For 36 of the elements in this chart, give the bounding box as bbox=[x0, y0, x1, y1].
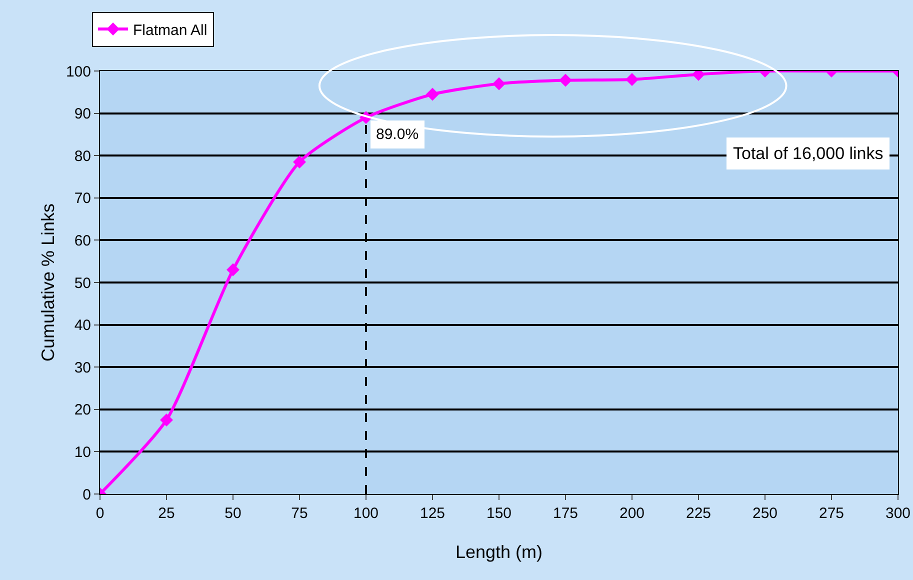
y-tick-label: 80 bbox=[74, 148, 91, 165]
point bbox=[226, 263, 240, 276]
x-tick-label: 300 bbox=[885, 505, 911, 522]
x-tick-label: 250 bbox=[752, 505, 778, 522]
point bbox=[559, 74, 572, 87]
annotation: Total of 16,000 links bbox=[733, 144, 884, 163]
y-tick-label: 40 bbox=[74, 317, 91, 334]
y-tick-label: 70 bbox=[74, 190, 91, 208]
x-tick-label: 175 bbox=[552, 505, 578, 522]
annotation: 89.0% bbox=[376, 126, 419, 143]
line-series bbox=[100, 71, 898, 494]
y-tick-label: 100 bbox=[66, 63, 91, 80]
x-tick-label: 75 bbox=[291, 505, 308, 522]
y-tick-label: 0 bbox=[82, 486, 91, 504]
legend-label: Flatman All bbox=[133, 22, 208, 39]
x-tick-label: 150 bbox=[486, 505, 512, 522]
x-tick-label: 125 bbox=[420, 505, 446, 522]
y-tick-label: 30 bbox=[74, 359, 91, 376]
x-tick-label: 50 bbox=[224, 505, 242, 522]
y-tick-label: 90 bbox=[74, 106, 91, 123]
x-tick-label: 225 bbox=[686, 505, 712, 522]
x-tick-label: 275 bbox=[818, 505, 844, 522]
y-tick-label: 60 bbox=[74, 232, 91, 250]
x-tick-label: 100 bbox=[353, 505, 379, 522]
x-tick-label: 0 bbox=[96, 505, 104, 522]
x-axis-title: Length (m) bbox=[455, 542, 543, 562]
point bbox=[626, 72, 638, 86]
y-tick-label: 50 bbox=[74, 274, 91, 292]
point bbox=[492, 77, 506, 90]
y-tick-label: 10 bbox=[74, 444, 91, 461]
x-tick-label: 25 bbox=[158, 505, 175, 522]
x-tick-label: 200 bbox=[619, 505, 645, 522]
y-axis-title: Cumulative % Links bbox=[38, 203, 58, 362]
y-tick-label: 20 bbox=[74, 402, 91, 419]
point bbox=[293, 155, 306, 168]
point bbox=[426, 88, 439, 101]
